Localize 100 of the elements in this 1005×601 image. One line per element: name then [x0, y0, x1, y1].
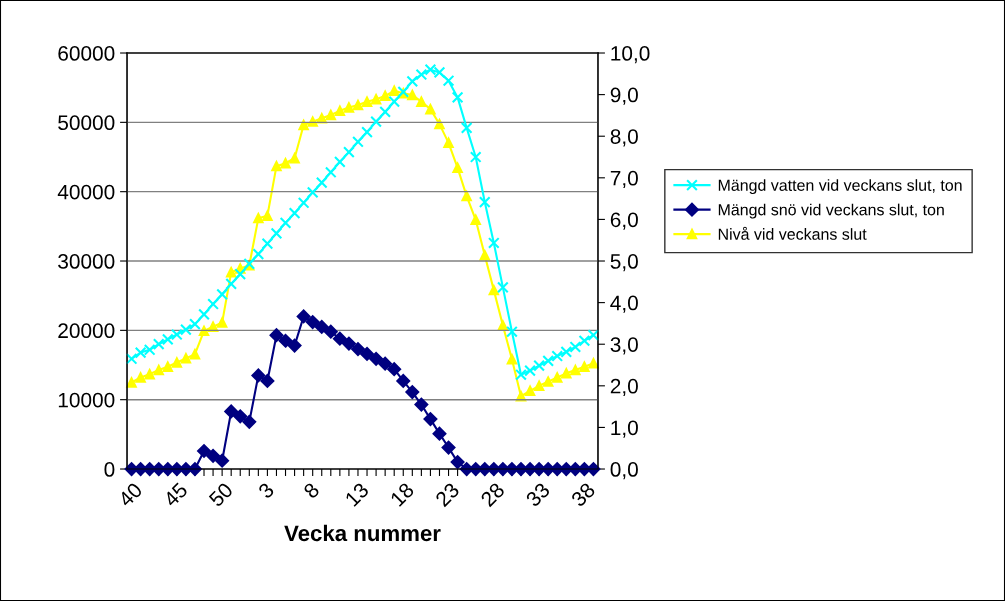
point [414, 397, 429, 412]
point [452, 162, 463, 174]
point [460, 121, 473, 134]
point [253, 212, 264, 224]
point [325, 109, 337, 121]
point [334, 105, 346, 117]
point [515, 368, 527, 381]
point [369, 351, 384, 366]
y2-tick-label: 10,0 [611, 46, 650, 64]
point [296, 309, 311, 324]
point [144, 368, 155, 380]
point [387, 362, 402, 377]
point [407, 89, 418, 101]
point [287, 338, 302, 353]
point [370, 115, 382, 128]
point [352, 135, 364, 148]
point [298, 119, 309, 131]
point [341, 336, 356, 351]
y2-tick-label: 0,0 [610, 462, 638, 480]
y2-tick-label: 5,0 [610, 254, 638, 272]
point [461, 190, 472, 202]
point [361, 96, 373, 107]
point [478, 196, 491, 208]
point [450, 455, 465, 470]
point [443, 137, 454, 149]
point [233, 409, 248, 424]
point [171, 357, 183, 368]
point [542, 354, 555, 367]
point [161, 333, 174, 346]
point [135, 372, 146, 383]
legend-label: Mängd vatten vid veckans slut, ton [718, 179, 962, 195]
legend-label: Nivå vid veckans slut [718, 226, 867, 240]
y-tick-label: 10000 [58, 392, 115, 408]
point [506, 353, 518, 365]
point [216, 317, 228, 328]
point [207, 321, 219, 332]
point [198, 308, 210, 321]
y-tick-label: 20000 [58, 323, 115, 339]
point [542, 376, 554, 387]
x-tick-label: 23 [434, 481, 461, 508]
point [488, 284, 500, 296]
point [524, 385, 536, 397]
point [305, 315, 320, 329]
y2-tick-label: 3,0 [610, 337, 638, 355]
point [442, 74, 455, 87]
point [425, 103, 436, 115]
point [260, 374, 275, 388]
point [469, 151, 482, 163]
point [379, 90, 391, 102]
point [262, 210, 273, 221]
point [432, 426, 447, 441]
point [506, 325, 518, 338]
point [552, 372, 563, 383]
point [333, 155, 346, 168]
point [351, 342, 365, 356]
y2-tick-label: 4,0 [610, 295, 638, 313]
point [314, 319, 329, 334]
point [405, 385, 420, 399]
point [579, 361, 590, 372]
point [216, 288, 229, 301]
point [587, 329, 600, 342]
point [189, 348, 201, 360]
point [126, 377, 137, 388]
point [441, 440, 456, 455]
point [378, 356, 393, 371]
point [152, 338, 165, 351]
point [198, 325, 210, 337]
point [487, 237, 500, 249]
y2-tick-label: 6,0 [610, 212, 638, 230]
point [570, 364, 581, 376]
point [396, 374, 411, 388]
point [270, 227, 283, 240]
point [343, 146, 355, 159]
point [170, 328, 183, 341]
x-tick-label: 3 [257, 481, 275, 500]
point [215, 453, 230, 468]
point [307, 116, 318, 127]
y-tick-label: 40000 [57, 184, 115, 200]
y2-tick-label: 2,0 [610, 378, 638, 397]
y-tick-label: 0 [104, 462, 115, 477]
y-tick-label: 50000 [58, 115, 115, 131]
point [569, 341, 582, 353]
point [497, 320, 509, 331]
point [288, 207, 301, 220]
point [415, 68, 428, 81]
point [278, 333, 293, 348]
point [162, 361, 173, 372]
point [297, 196, 310, 209]
point [370, 93, 382, 105]
point [315, 176, 328, 189]
point [352, 99, 364, 111]
point [197, 444, 211, 458]
point [360, 346, 374, 361]
x-tick-label: 45 [162, 481, 189, 508]
legend-label: Mängd snö vid veckans slut, ton [718, 203, 944, 219]
y2-tick-label: 9,0 [610, 87, 638, 105]
point [206, 448, 220, 463]
point [533, 359, 546, 372]
x-tick-label: 18 [389, 481, 415, 507]
x-axis-title: Vecka nummer [284, 524, 441, 542]
